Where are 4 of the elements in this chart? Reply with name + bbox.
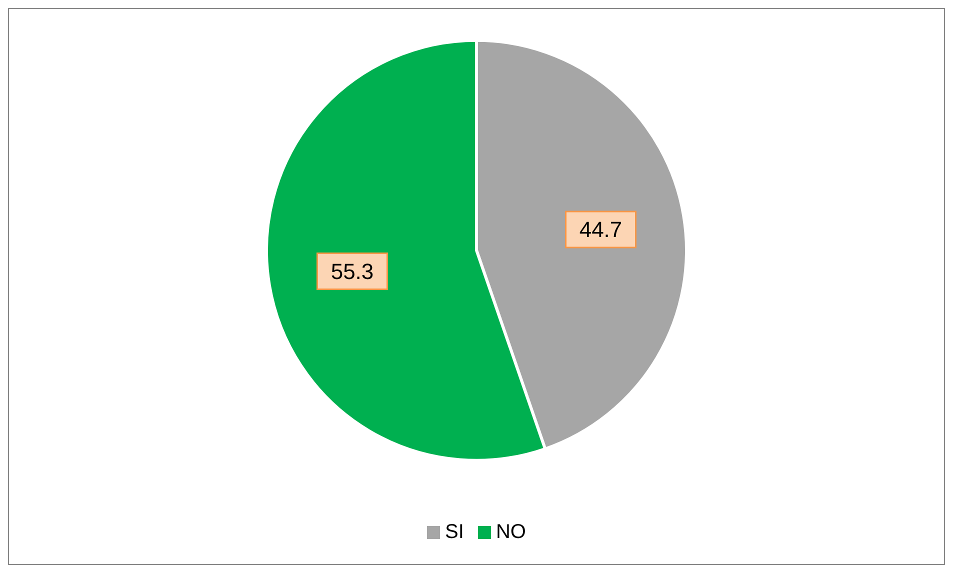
data-label: 55.3 xyxy=(330,258,374,284)
data-label: 44.7 xyxy=(579,217,622,242)
legend-label: SI xyxy=(445,521,464,544)
legend-label: NO xyxy=(496,521,526,544)
